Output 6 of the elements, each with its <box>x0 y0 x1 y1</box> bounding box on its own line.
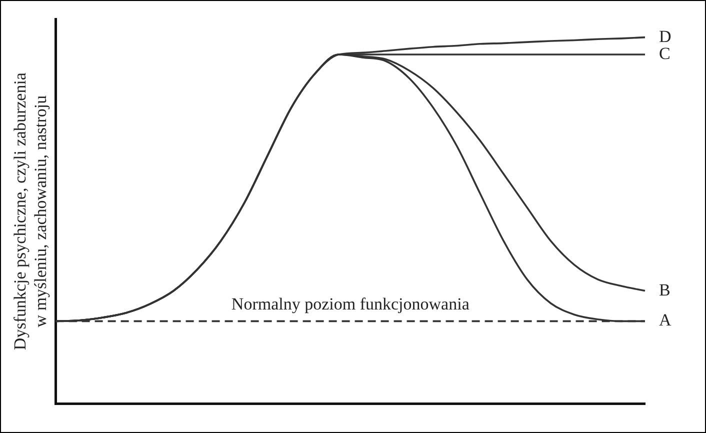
series-label: B <box>659 280 670 300</box>
series-label: A <box>659 310 672 330</box>
annotation: Normalny poziom funkcjonowania <box>231 294 470 314</box>
series-label: C <box>659 44 670 63</box>
series-label: D <box>659 26 672 46</box>
y-axis-title: Dysfunkcje psychiczne, czyli zaburzenia w myśleniu, zachowaniu, nastroju <box>10 72 50 350</box>
